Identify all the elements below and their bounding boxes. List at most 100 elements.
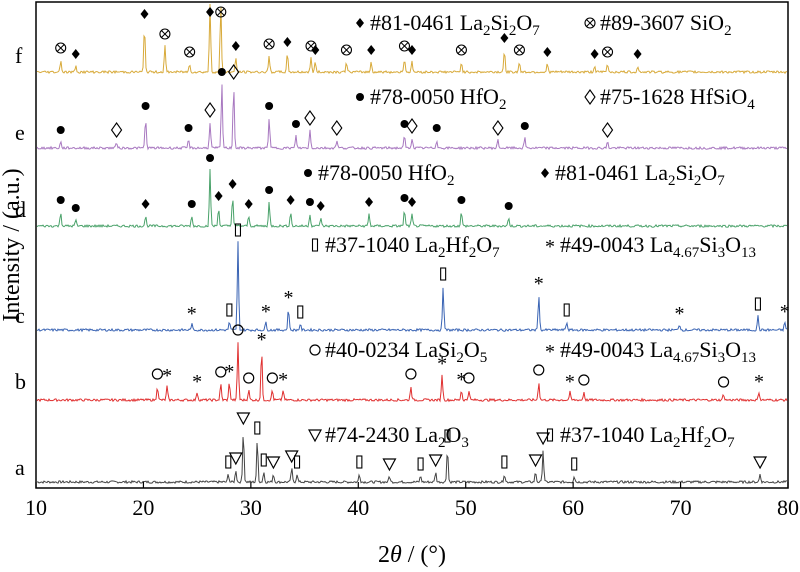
peak-marker-e-7 [331, 120, 343, 136]
legend-entry-b-1: #49-0043 La4.67​Si3​O13​ [560, 337, 756, 366]
legend-entry-a-0: #74-2430 La2​O3​ [325, 422, 469, 451]
peak-marker-f-11 [398, 40, 411, 52]
peak-marker-f-0 [206, 7, 215, 17]
peak-marker-a-12 [266, 456, 281, 470]
peak-marker-f-15 [513, 44, 525, 56]
peak-marker-e-15 [110, 122, 123, 138]
peak-marker-b-10 [533, 364, 545, 376]
svg-text:*: * [437, 353, 447, 375]
peak-marker-e-9 [406, 118, 418, 134]
legend-entry-f-0: #81-0461 La2​Si2​O7​ [370, 10, 540, 39]
peak-marker-c-0 [234, 223, 242, 237]
peak-marker-c-2 [440, 267, 447, 281]
peak-marker-f-1 [215, 6, 227, 18]
series-curve-c [37, 241, 788, 333]
peak-marker-f-6 [283, 37, 292, 47]
peak-marker-e-13 [601, 122, 614, 138]
peak-marker-c-11: * [187, 303, 197, 325]
peak-marker-b-12 [578, 374, 590, 386]
x-axis: 10 20 30 40 50 60 70 80 [25, 482, 799, 520]
peak-marker-a-10 [528, 454, 543, 468]
peak-marker-a-6 [536, 432, 551, 446]
legend-symbol-d-1 [541, 168, 549, 178]
x-axis-title: 2θ / (°) [378, 542, 446, 568]
x-tick-label-20: 20 [132, 495, 154, 520]
peak-marker-d-4 [56, 196, 65, 204]
peak-marker-b-9: * [437, 353, 447, 375]
peak-marker-e-4 [265, 102, 274, 110]
peak-marker-d-5 [141, 199, 150, 209]
svg-text:*: * [545, 341, 555, 363]
peak-marker-d-9 [365, 197, 374, 207]
peak-marker-c-7: * [780, 301, 790, 323]
series-curve-a [36, 437, 788, 485]
peak-marker-c-9: * [261, 301, 271, 323]
peak-marker-e-12 [520, 122, 529, 130]
peak-marker-c-8 [226, 303, 233, 317]
peak-marker-b-4 [151, 368, 163, 380]
peak-marker-d-1 [228, 179, 237, 189]
peak-marker-a-14 [382, 458, 397, 472]
peak-marker-a-13 [294, 455, 301, 469]
peak-marker-d-15 [316, 201, 325, 211]
x-tick-label-40: 40 [347, 495, 369, 520]
legend-entry-f-1: #89-3607 SiO2​ [600, 10, 732, 39]
peak-marker-a-7 [356, 455, 363, 469]
peak-marker-b-6 [266, 372, 278, 384]
peak-marker-f-20 [590, 49, 599, 59]
peak-marker-f-12 [408, 45, 416, 55]
x-tick-label-60: 60 [562, 495, 584, 520]
peak-marker-e-11 [492, 120, 504, 136]
peak-marker-f-4 [231, 41, 240, 51]
peak-marker-c-10 [297, 305, 304, 319]
legend-symbol-c-1: * [545, 236, 555, 258]
curve-label-d: d [15, 197, 26, 222]
svg-text:*: * [224, 361, 234, 383]
legend-entry-a-1: #37-1040 La2​Hf2​O7​ [560, 422, 735, 451]
peak-marker-f-14 [500, 33, 509, 43]
series-curve-f [36, 3, 788, 75]
curve-label-e: e [15, 120, 25, 145]
curve-label-b: b [15, 369, 26, 394]
legend-entry-d-1: #81-0461 La2​Si2​O7​ [555, 160, 725, 189]
peak-marker-a-15 [417, 457, 424, 471]
peak-marker-c-5: * [674, 303, 684, 325]
peak-marker-c-6 [754, 297, 761, 311]
peak-marker-f-8 [311, 45, 320, 55]
peak-marker-d-14 [71, 204, 80, 212]
svg-text:*: * [565, 371, 575, 393]
curves-layer: a b c d e f [15, 3, 788, 485]
peak-marker-f-21 [601, 46, 614, 58]
svg-text:*: * [257, 329, 267, 351]
peak-marker-a-2 [228, 452, 243, 466]
svg-text:*: * [674, 303, 684, 325]
peak-marker-f-9 [340, 44, 353, 56]
legend-entry-c-1: #49-0043 La4.67​Si3​O13​ [560, 232, 756, 261]
svg-text:*: * [283, 287, 293, 309]
peak-marker-c-3: * [534, 273, 544, 295]
peak-marker-d-7 [286, 195, 295, 205]
legend-symbol-c-0 [311, 238, 319, 252]
series-curve-e [36, 84, 788, 151]
peak-marker-e-2 [141, 102, 150, 110]
peak-marker-d-6 [187, 200, 196, 208]
x-tick-label-30: 30 [240, 495, 262, 520]
legend-entry-e-0: #78-0050 HfO2​ [370, 84, 506, 113]
peak-marker-b-16 [463, 372, 475, 384]
svg-text:*: * [780, 301, 790, 323]
legend-symbol-d-0 [304, 169, 312, 177]
legend-symbol-f-1 [584, 17, 596, 29]
svg-text:*: * [754, 371, 764, 393]
svg-text:*: * [456, 369, 466, 391]
peak-marker-d-8 [305, 198, 314, 206]
legend-symbol-e-1 [584, 89, 596, 105]
peak-marker-a-17 [571, 457, 578, 471]
peak-marker-e-14 [56, 126, 65, 134]
x-tick-label-70: 70 [670, 495, 692, 520]
legend-entry-b-0: #40-0234 LaSi2​O5​ [325, 337, 487, 366]
peak-marker-d-0 [206, 154, 215, 162]
peak-marker-f-16 [543, 47, 552, 57]
peak-marker-d-2 [265, 186, 274, 194]
peak-marker-c-4 [563, 303, 570, 317]
